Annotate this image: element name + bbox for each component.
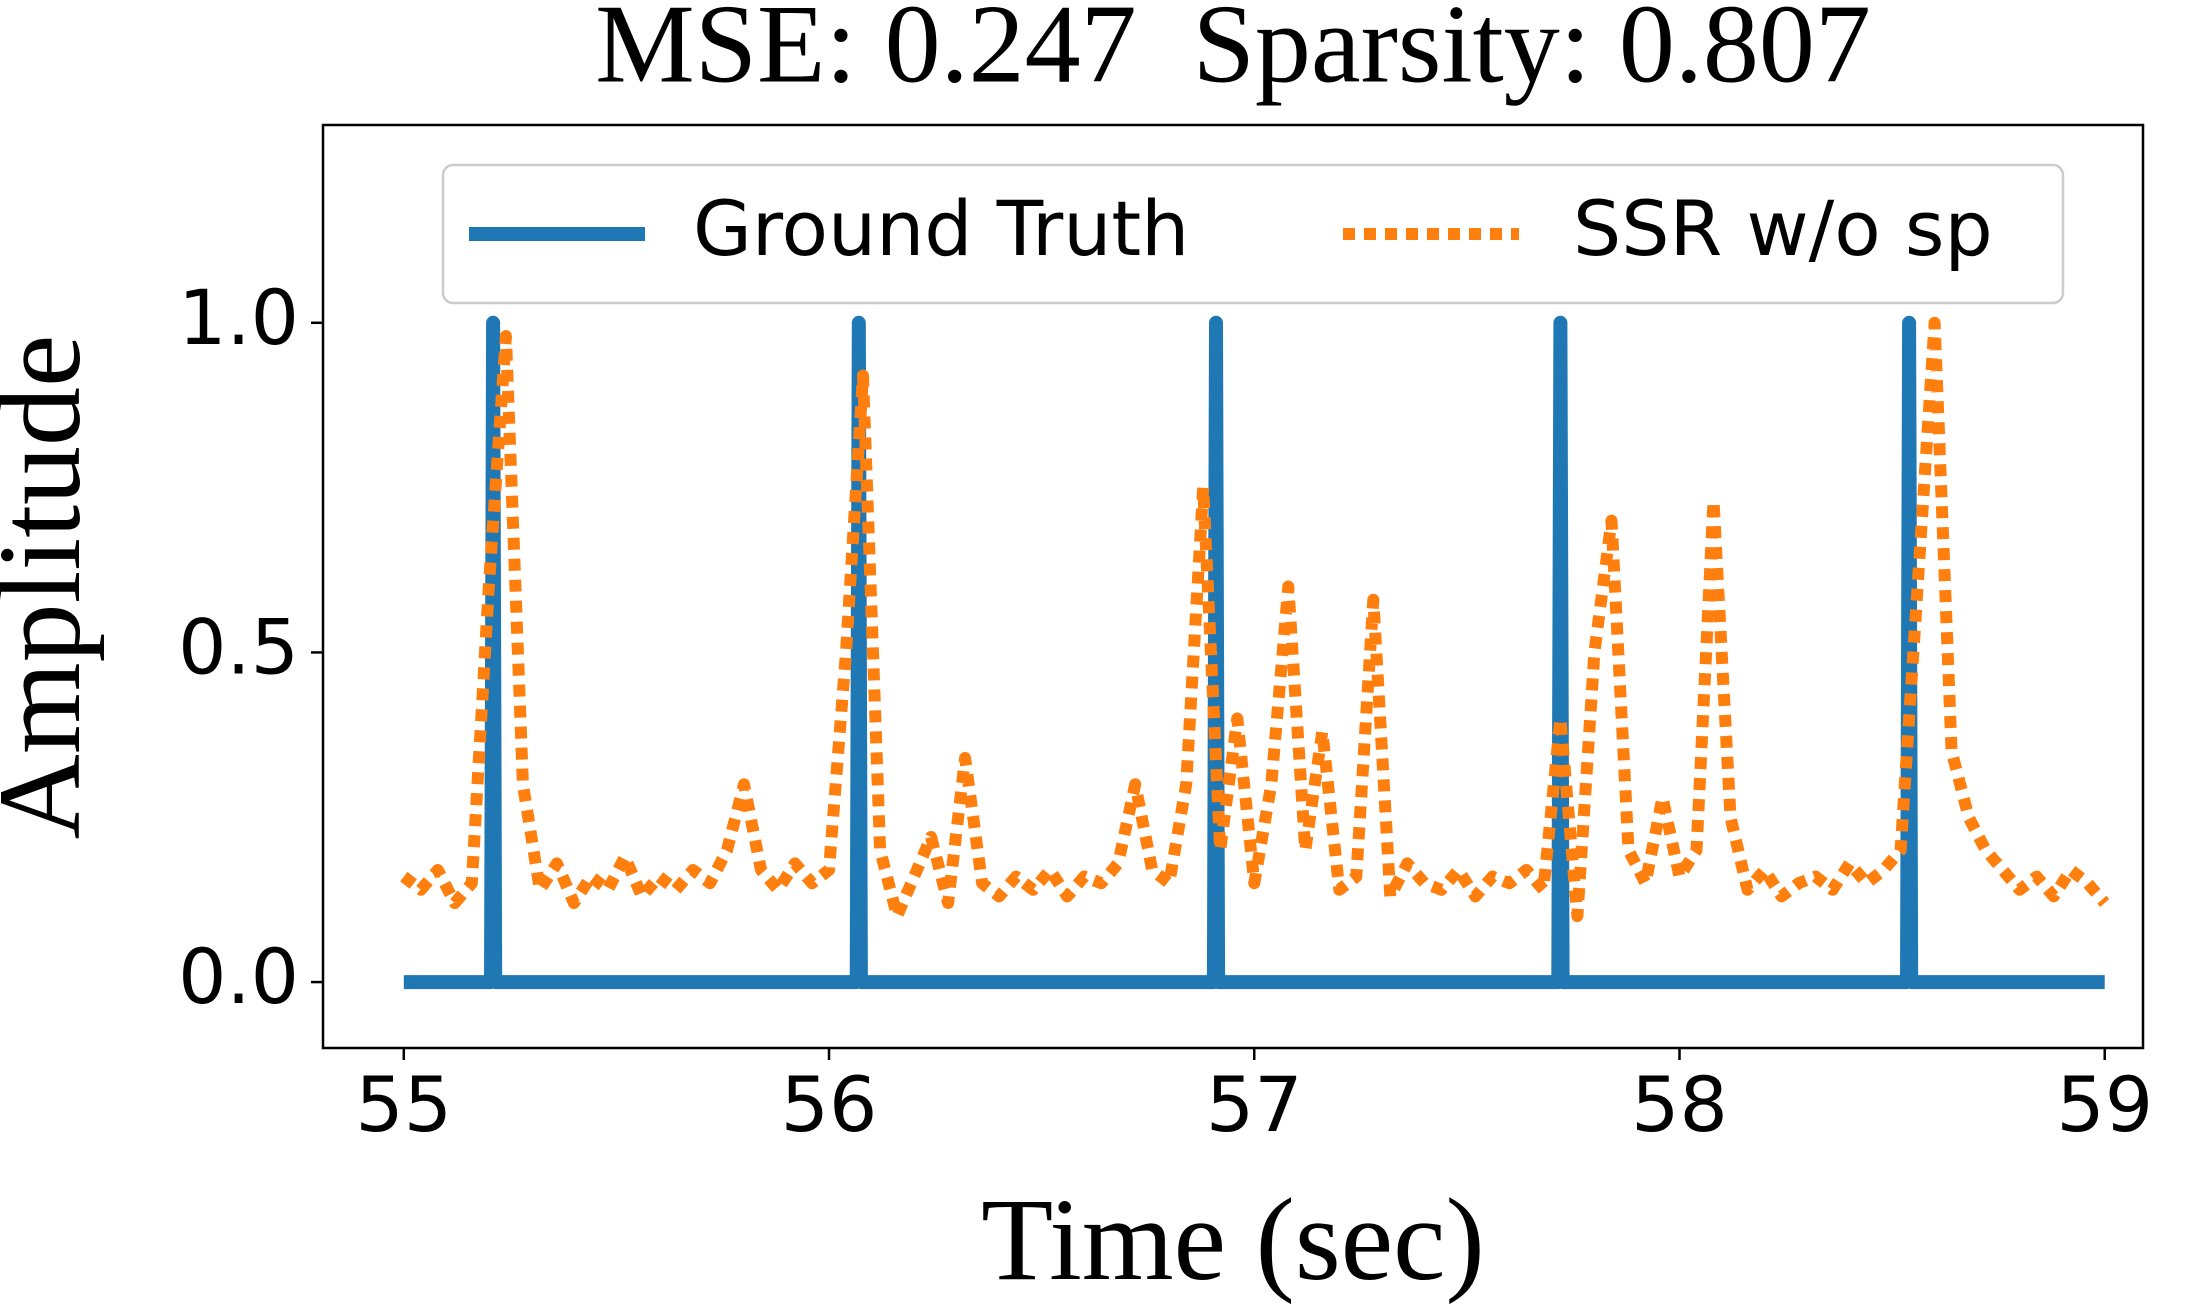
y-tick-label: 1.0 <box>178 273 299 362</box>
y-tick-label: 0.5 <box>178 602 299 691</box>
x-axis-label: Time (sec) <box>981 1174 1485 1305</box>
plot-frame <box>321 123 2145 1050</box>
chart-title: MSE: 0.247 Sparsity: 0.807 <box>595 0 1871 107</box>
legend-box <box>441 163 2065 305</box>
x-tick-label: 56 <box>781 1060 878 1149</box>
x-tick-label: 55 <box>355 1060 452 1149</box>
x-tick-label: 57 <box>1206 1060 1303 1149</box>
x-tick-label: 59 <box>2056 1060 2153 1149</box>
x-tick-label: 58 <box>1631 1060 1728 1149</box>
legend-label: Ground Truth <box>693 184 1189 273</box>
y-axis-label: Amplitude <box>0 335 105 840</box>
series-line <box>400 316 2110 923</box>
y-tick-label: 0.0 <box>178 932 299 1021</box>
legend-label: SSR w/o sp <box>1573 184 1993 273</box>
